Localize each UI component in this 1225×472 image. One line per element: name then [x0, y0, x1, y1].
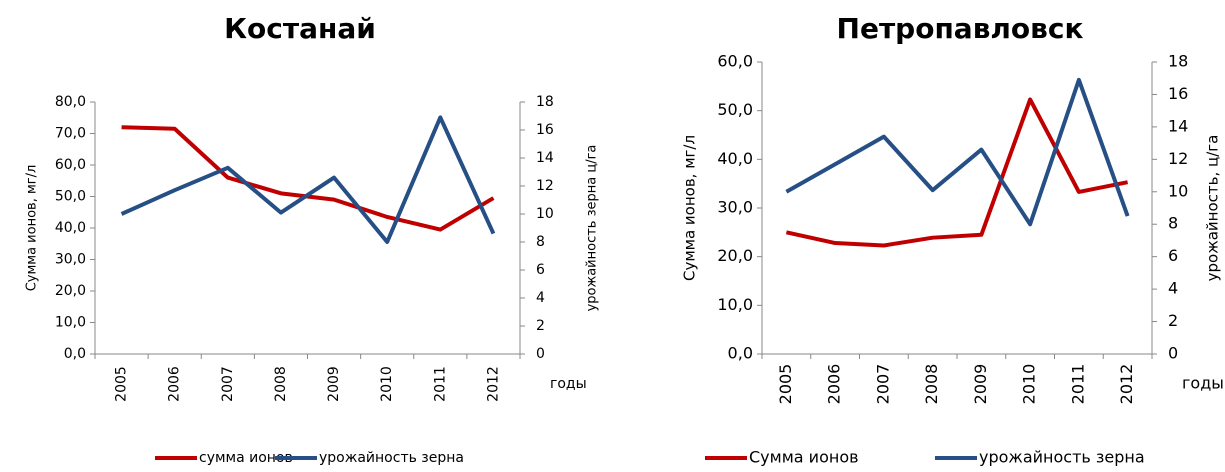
y-tick-label: 0,0: [728, 344, 753, 363]
y-tick-label: 10,0: [55, 315, 86, 331]
y2-tick-label: 18: [1168, 52, 1188, 71]
y2-tick-label: 8: [1168, 214, 1178, 233]
y-tick-label: 70,0: [55, 126, 86, 142]
y-tick-label: 40,0: [55, 220, 86, 236]
y2-tick-label: 6: [536, 262, 545, 278]
chart-title: Костанай: [224, 12, 376, 45]
y-tick-label: 60,0: [717, 52, 753, 71]
y2-tick-label: 16: [536, 122, 554, 138]
x-tick-label: 2008: [273, 366, 289, 402]
x-tick-label: 2008: [922, 364, 941, 405]
x-tick-label: 2009: [971, 364, 990, 405]
y2-tick-label: 0: [536, 346, 545, 362]
y2-tick-label: 2: [536, 318, 545, 334]
chart-title: Петропавловск: [837, 12, 1084, 45]
y2-axis-label: урожайность, ц/га: [1204, 135, 1222, 282]
x-axis-label: годы: [550, 376, 587, 392]
y2-tick-label: 14: [1168, 116, 1188, 135]
series-line: [120, 115, 496, 244]
legend-label: сумма ионов: [199, 450, 293, 466]
y2-tick-label: 12: [1168, 149, 1188, 168]
x-tick-label: 2006: [167, 366, 183, 402]
y2-axis-label: урожайность зерна ц/га: [585, 145, 600, 312]
series-line: [121, 125, 495, 232]
x-tick-label: 2012: [485, 366, 501, 402]
x-axis-label: годы: [1182, 374, 1224, 393]
x-tick-label: 2005: [114, 366, 130, 402]
x-tick-label: 2010: [379, 366, 395, 402]
y2-tick-label: 4: [536, 290, 545, 306]
legend-label: урожайность зерна: [319, 450, 464, 466]
x-tick-label: 2009: [326, 366, 342, 402]
y-tick-label: 20,0: [55, 283, 86, 299]
series-line: [785, 77, 1130, 227]
y-tick-label: 0,0: [64, 346, 86, 362]
x-tick-label: 2012: [1117, 364, 1136, 405]
x-tick-label: 2005: [776, 364, 795, 405]
legend-label: Сумма ионов: [749, 448, 859, 467]
x-tick-label: 2011: [432, 366, 448, 402]
y-tick-label: 60,0: [55, 157, 86, 173]
y2-tick-label: 10: [536, 206, 554, 222]
series-line: [785, 97, 1129, 248]
x-tick-label: 2011: [1068, 364, 1087, 405]
y-tick-label: 30,0: [55, 252, 86, 268]
y-tick-label: 20,0: [717, 246, 753, 265]
y2-tick-label: 0: [1168, 344, 1178, 363]
y-tick-label: 40,0: [717, 149, 753, 168]
y2-tick-label: 16: [1168, 84, 1188, 103]
y-axis-label: Сумма ионов, мг/л: [681, 135, 699, 281]
y2-tick-label: 2: [1168, 311, 1178, 330]
y-axis-label: Сумма ионов, мг/л: [25, 165, 40, 292]
y-tick-label: 10,0: [717, 295, 753, 314]
y2-tick-label: 14: [536, 150, 554, 166]
x-tick-label: 2010: [1020, 364, 1039, 405]
y2-tick-label: 8: [536, 234, 545, 250]
y2-tick-label: 12: [536, 178, 554, 194]
y2-tick-label: 4: [1168, 279, 1178, 298]
y-tick-label: 50,0: [55, 189, 86, 205]
x-tick-label: 2007: [873, 364, 892, 405]
legend-label: урожайность зерна: [979, 448, 1145, 467]
y-tick-label: 30,0: [717, 198, 753, 217]
y-tick-label: 80,0: [55, 94, 86, 110]
y2-tick-label: 6: [1168, 246, 1178, 265]
x-tick-label: 2006: [825, 364, 844, 405]
y2-tick-label: 18: [536, 94, 554, 110]
y2-tick-label: 10: [1168, 181, 1188, 200]
y-tick-label: 50,0: [717, 100, 753, 119]
x-tick-label: 2007: [220, 366, 236, 402]
